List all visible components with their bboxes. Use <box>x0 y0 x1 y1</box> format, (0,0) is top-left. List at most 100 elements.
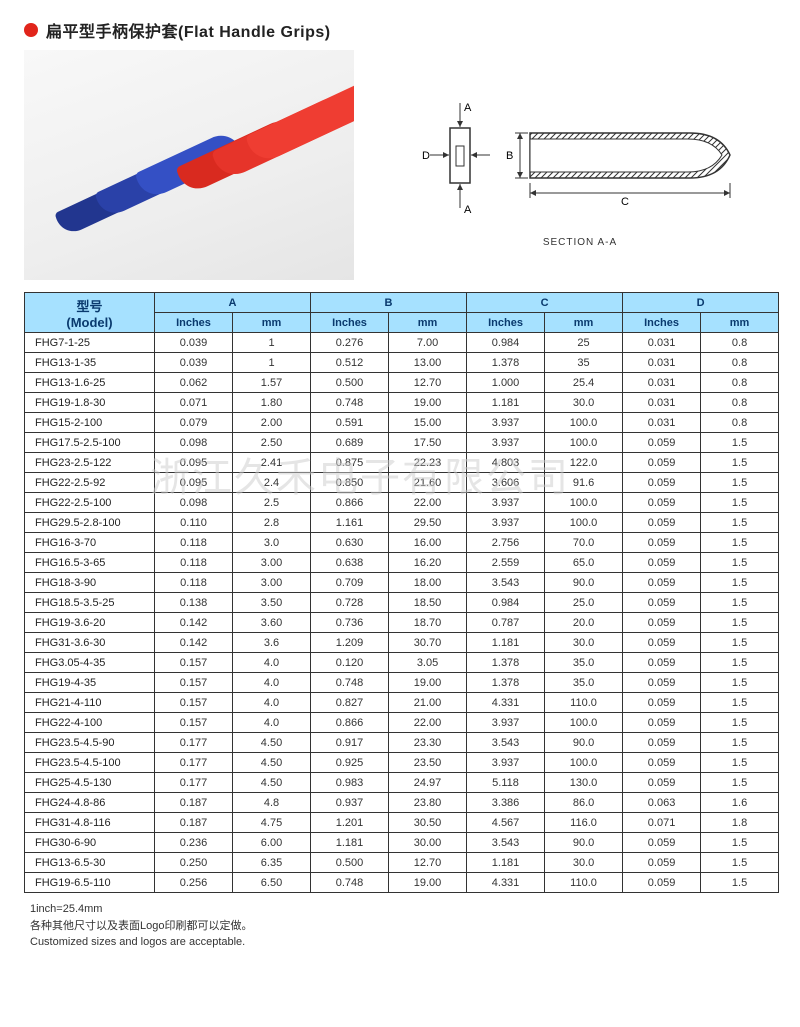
data-cell: 3.386 <box>467 793 545 813</box>
data-cell: 1.5 <box>701 713 779 733</box>
model-cell: FHG19-3.6-20 <box>25 613 155 633</box>
data-cell: 0.728 <box>311 593 389 613</box>
model-cell: FHG16-3-70 <box>25 533 155 553</box>
data-cell: 1.181 <box>467 393 545 413</box>
data-cell: 4.567 <box>467 813 545 833</box>
data-cell: 0.748 <box>311 393 389 413</box>
model-cell: FHG19-4-35 <box>25 673 155 693</box>
data-cell: 20.0 <box>545 613 623 633</box>
data-cell: 0.059 <box>623 493 701 513</box>
table-row: FHG30-6-900.2366.001.18130.003.54390.00.… <box>25 833 779 853</box>
data-cell: 0.118 <box>155 553 233 573</box>
data-cell: 0.157 <box>155 713 233 733</box>
data-cell: 0.638 <box>311 553 389 573</box>
label-D: D <box>422 150 430 162</box>
th-sub: mm <box>701 313 779 333</box>
data-cell: 0.500 <box>311 853 389 873</box>
data-cell: 0.937 <box>311 793 389 813</box>
model-cell: FHG19-6.5-110 <box>25 873 155 893</box>
technical-diagram: A A D <box>384 83 776 248</box>
model-cell: FHG31-4.8-116 <box>25 813 155 833</box>
table-row: FHG15-2-1000.0792.000.59115.003.937100.0… <box>25 413 779 433</box>
data-cell: 1.5 <box>701 513 779 533</box>
table-row: FHG21-4-1100.1574.00.82721.004.331110.00… <box>25 693 779 713</box>
data-cell: 25 <box>545 333 623 353</box>
th-model-en: (Model) <box>29 315 150 330</box>
data-cell: 3.00 <box>233 553 311 573</box>
data-cell: 0.059 <box>623 633 701 653</box>
data-cell: 110.0 <box>545 873 623 893</box>
data-cell: 0.059 <box>623 773 701 793</box>
th-D: D <box>623 293 779 313</box>
data-cell: 1.378 <box>467 653 545 673</box>
data-cell: 4.0 <box>233 673 311 693</box>
data-cell: 0.079 <box>155 413 233 433</box>
data-cell: 91.6 <box>545 473 623 493</box>
footnotes: 1inch=25.4mm 各种其他尺寸以及表面Logo印刷都可以定做。 Cust… <box>24 901 776 951</box>
data-cell: 3.60 <box>233 613 311 633</box>
data-cell: 1.5 <box>701 533 779 553</box>
model-cell: FHG22-2.5-92 <box>25 473 155 493</box>
data-cell: 0.875 <box>311 453 389 473</box>
table-row: FHG19-4-350.1574.00.74819.001.37835.00.0… <box>25 673 779 693</box>
data-cell: 0.059 <box>623 753 701 773</box>
table-row: FHG22-2.5-1000.0982.50.86622.003.937100.… <box>25 493 779 513</box>
model-cell: FHG16.5-3-65 <box>25 553 155 573</box>
data-cell: 0.059 <box>623 693 701 713</box>
data-cell: 0.031 <box>623 353 701 373</box>
table-row: FHG16-3-700.1183.00.63016.002.75670.00.0… <box>25 533 779 553</box>
data-cell: 23.80 <box>389 793 467 813</box>
data-cell: 0.787 <box>467 613 545 633</box>
data-cell: 1.5 <box>701 573 779 593</box>
data-cell: 0.059 <box>623 653 701 673</box>
data-cell: 16.00 <box>389 533 467 553</box>
data-cell: 4.0 <box>233 693 311 713</box>
data-cell: 6.00 <box>233 833 311 853</box>
data-cell: 0.031 <box>623 333 701 353</box>
table-row: FHG31-3.6-300.1423.61.20930.701.18130.00… <box>25 633 779 653</box>
data-cell: 0.709 <box>311 573 389 593</box>
model-cell: FHG23.5-4.5-100 <box>25 753 155 773</box>
data-cell: 0.8 <box>701 333 779 353</box>
data-cell: 4.50 <box>233 773 311 793</box>
data-cell: 0.059 <box>623 573 701 593</box>
data-cell: 1.5 <box>701 493 779 513</box>
data-cell: 0.925 <box>311 753 389 773</box>
data-cell: 22.00 <box>389 713 467 733</box>
data-cell: 12.70 <box>389 853 467 873</box>
data-cell: 30.0 <box>545 393 623 413</box>
data-cell: 1.000 <box>467 373 545 393</box>
data-cell: 15.00 <box>389 413 467 433</box>
data-cell: 0.059 <box>623 533 701 553</box>
table-row: FHG31-4.8-1160.1874.751.20130.504.567116… <box>25 813 779 833</box>
table-row: FHG22-4-1000.1574.00.86622.003.937100.00… <box>25 713 779 733</box>
data-cell: 0.059 <box>623 873 701 893</box>
data-cell: 3.937 <box>467 433 545 453</box>
table-row: FHG18-3-900.1183.000.70918.003.54390.00.… <box>25 573 779 593</box>
data-cell: 1.5 <box>701 833 779 853</box>
data-cell: 1.5 <box>701 773 779 793</box>
data-cell: 0.059 <box>623 853 701 873</box>
data-cell: 0.630 <box>311 533 389 553</box>
th-sub: mm <box>233 313 311 333</box>
data-cell: 0.118 <box>155 573 233 593</box>
data-cell: 1.5 <box>701 753 779 773</box>
data-cell: 0.059 <box>623 733 701 753</box>
th-sub: Inches <box>155 313 233 333</box>
data-cell: 0.059 <box>623 833 701 853</box>
data-cell: 0.059 <box>623 613 701 633</box>
table-row: FHG7-1-250.03910.2767.000.984250.0310.8 <box>25 333 779 353</box>
th-model: 型号 (Model) <box>25 293 155 333</box>
data-cell: 0.917 <box>311 733 389 753</box>
data-cell: 1.5 <box>701 633 779 653</box>
data-cell: 0.142 <box>155 613 233 633</box>
model-cell: FHG24-4.8-86 <box>25 793 155 813</box>
data-cell: 4.8 <box>233 793 311 813</box>
data-cell: 3.543 <box>467 573 545 593</box>
data-cell: 6.50 <box>233 873 311 893</box>
data-cell: 0.059 <box>623 593 701 613</box>
data-cell: 0.984 <box>467 333 545 353</box>
data-cell: 0.256 <box>155 873 233 893</box>
data-cell: 29.50 <box>389 513 467 533</box>
data-cell: 1.5 <box>701 673 779 693</box>
